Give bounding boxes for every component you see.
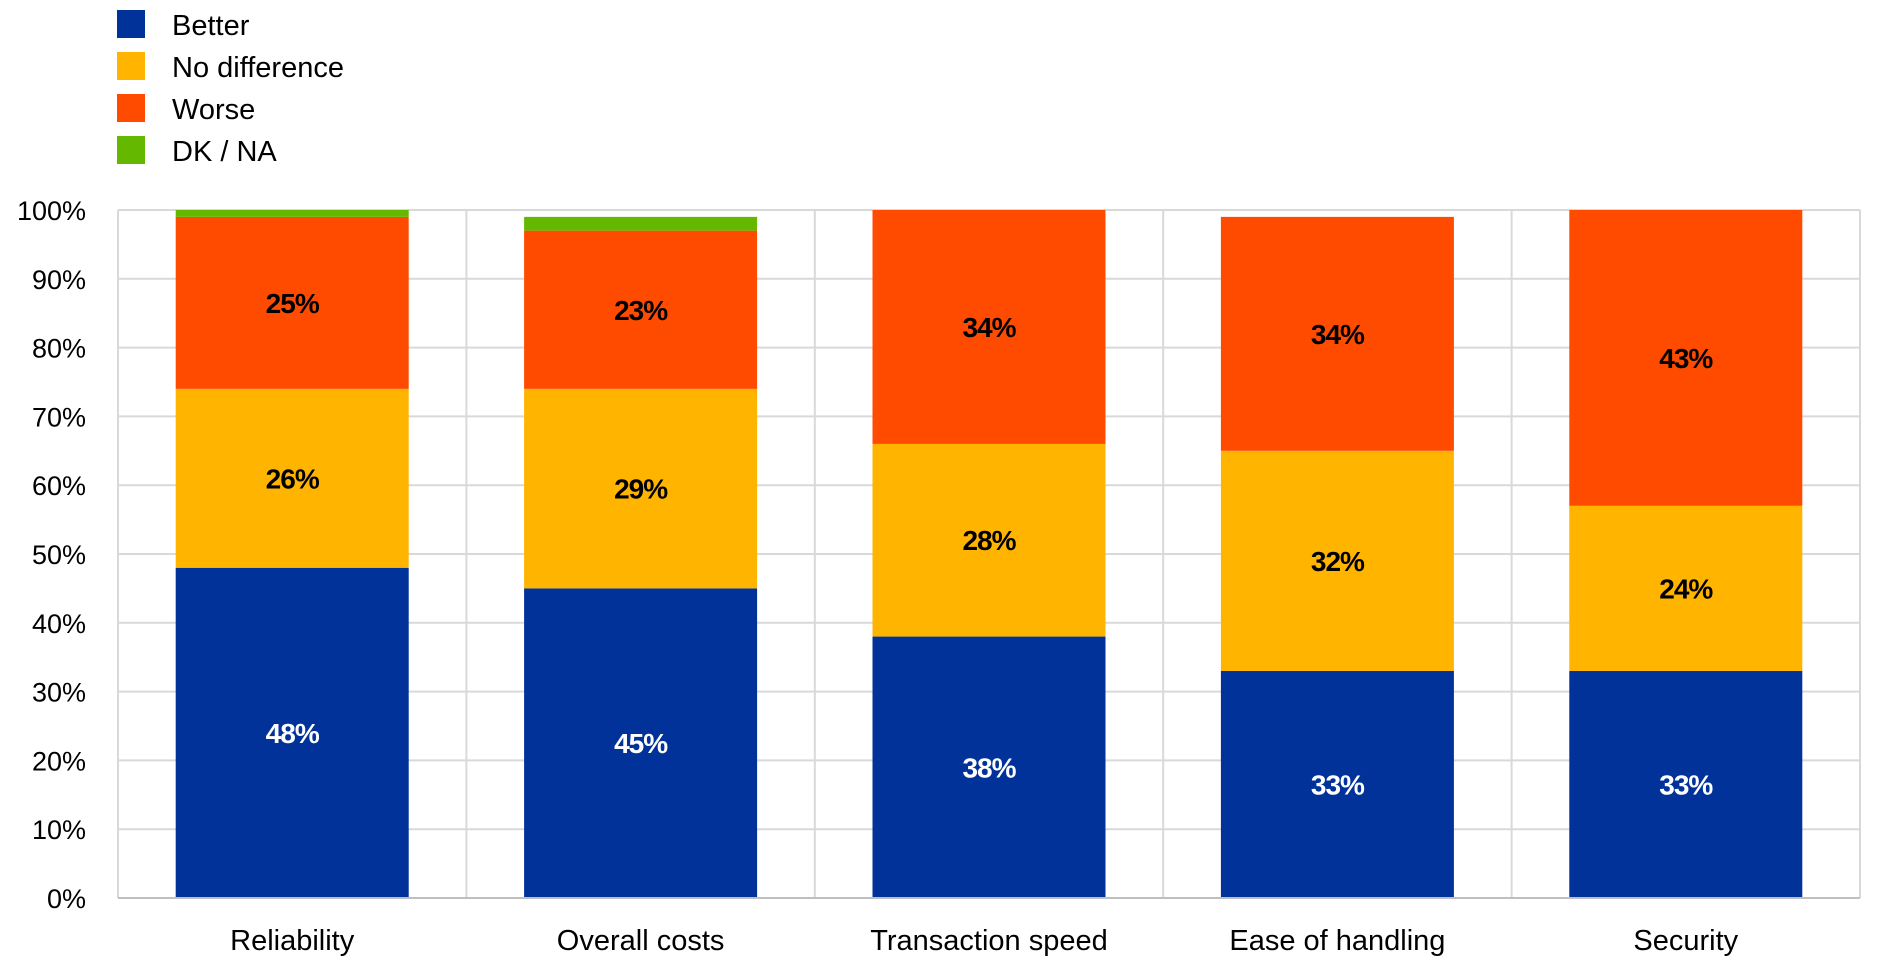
- y-tick-label: 10%: [32, 815, 86, 845]
- legend-swatch-dk-na: [117, 136, 145, 164]
- bar-reliability-dk-na: [175, 210, 409, 217]
- data-label-reliability-no-difference: 26%: [266, 463, 320, 494]
- bar-security-no-difference: [1569, 505, 1803, 671]
- y-tick-label: 100%: [17, 196, 86, 226]
- bar-transaction-speed-no-difference: [872, 443, 1106, 637]
- data-label-transaction-speed-better: 38%: [962, 752, 1016, 783]
- data-label-ease-of-handling-worse: 34%: [1311, 319, 1365, 350]
- legend-swatch-worse: [117, 94, 145, 122]
- bar-reliability-better: [175, 567, 409, 898]
- y-tick-label: 60%: [32, 471, 86, 501]
- y-tick-label: 50%: [32, 540, 86, 570]
- bar-transaction-speed-better: [872, 636, 1106, 898]
- data-label-ease-of-handling-no-difference: 32%: [1311, 546, 1365, 577]
- data-label-overall-costs-better: 45%: [614, 728, 668, 759]
- bar-overall-costs-no-difference: [524, 388, 758, 589]
- legend-swatch-better: [117, 10, 145, 38]
- bar-security-worse: [1569, 210, 1803, 506]
- data-label-transaction-speed-worse: 34%: [962, 312, 1016, 343]
- data-label-reliability-better: 48%: [266, 718, 320, 749]
- bar-reliability-worse: [175, 216, 409, 389]
- legend: Better No difference Worse DK / NA: [117, 10, 344, 168]
- y-tick-label: 40%: [32, 609, 86, 639]
- data-label-overall-costs-worse: 23%: [614, 295, 668, 326]
- data-label-security-no-difference: 24%: [1659, 573, 1713, 604]
- bars: 48% 26% 25% 45% 29% 23% 38% 28% 34% 33% 32% 34% 33% 2…: [175, 210, 1803, 898]
- y-tick-label: 20%: [32, 746, 86, 776]
- y-tick-label: 0%: [47, 884, 86, 914]
- legend-label-better: Better: [172, 10, 250, 42]
- bar-transaction-speed-worse: [872, 210, 1106, 444]
- data-label-ease-of-handling-better: 33%: [1311, 769, 1365, 800]
- bar-security-better: [1569, 670, 1803, 898]
- bar-ease-of-handling-no-difference: [1220, 450, 1454, 671]
- data-label-reliability-worse: 25%: [266, 288, 320, 319]
- bar-overall-costs-better: [524, 588, 758, 898]
- x-tick-label: Transaction speed: [870, 925, 1108, 957]
- data-label-transaction-speed-no-difference: 28%: [962, 525, 1016, 556]
- bar-ease-of-handling-worse: [1220, 216, 1454, 451]
- legend-swatch-no-difference: [117, 52, 145, 80]
- y-tick-label: 30%: [32, 678, 86, 708]
- legend-label-no-difference: No difference: [172, 52, 344, 84]
- bar-overall-costs-dk-na: [524, 216, 758, 231]
- y-tick-label: 90%: [32, 265, 86, 295]
- x-axis: Reliability Overall costs Transaction spee…: [118, 897, 1860, 957]
- x-tick-label: Ease of handling: [1229, 925, 1445, 957]
- legend-label-worse: Worse: [172, 94, 255, 126]
- data-label-security-better: 33%: [1659, 769, 1713, 800]
- data-label-overall-costs-no-difference: 29%: [614, 474, 668, 505]
- y-axis: 0% 10% 20% 30% 40% 50% 60% 70% 80% 90% 100%: [17, 196, 86, 914]
- bar-overall-costs-worse: [524, 230, 758, 389]
- x-tick-label: Reliability: [230, 925, 355, 957]
- bar-ease-of-handling-better: [1220, 670, 1454, 898]
- y-tick-label: 80%: [32, 334, 86, 364]
- x-tick-label: Security: [1633, 925, 1738, 957]
- legend-label-dk-na: DK / NA: [172, 136, 277, 168]
- y-tick-label: 70%: [32, 402, 86, 432]
- x-tick-label: Overall costs: [557, 925, 725, 957]
- bar-reliability-no-difference: [175, 388, 409, 568]
- data-label-security-worse: 43%: [1659, 343, 1713, 374]
